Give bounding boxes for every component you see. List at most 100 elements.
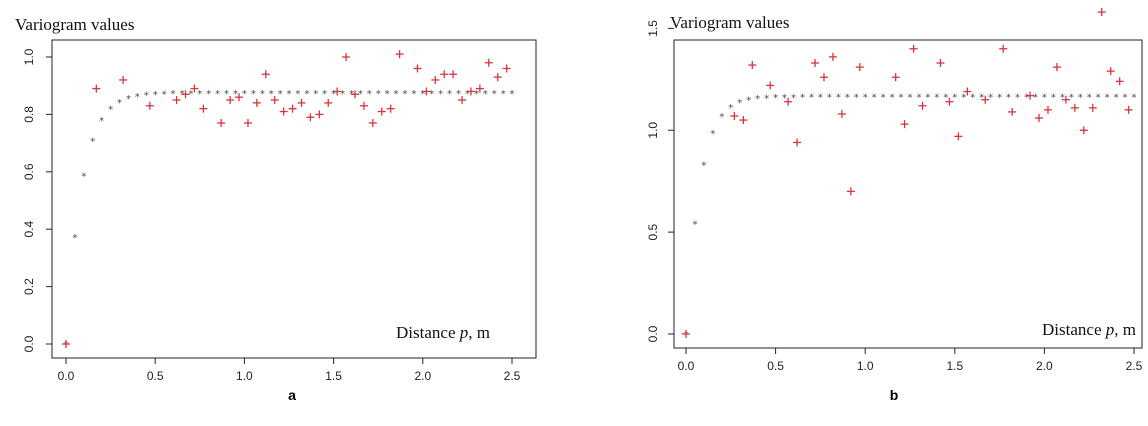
x-tick-label-a: 2.0 [414, 369, 431, 383]
x-tick-label-b: 1.0 [857, 359, 874, 373]
empirical-point-b [1026, 91, 1035, 100]
x-axis-label-a: Distance p, m [396, 323, 490, 342]
empirical-point-a [449, 70, 458, 79]
empirical-point-b [819, 73, 828, 82]
x-tick-label-b: 0.0 [678, 359, 695, 373]
model-point-a: * [322, 89, 327, 100]
model-point-a: * [162, 89, 167, 100]
empirical-point-a [359, 101, 368, 110]
model-point-a: * [224, 89, 229, 100]
model-point-a: * [385, 89, 390, 100]
model-point-a: * [233, 89, 238, 100]
empirical-point-b [1061, 95, 1070, 104]
empirical-point-b [1008, 107, 1017, 116]
model-point-a: * [483, 89, 488, 100]
model-point-b: * [836, 93, 841, 104]
model-point-b: * [1114, 93, 1119, 104]
y-tick-label-a: 0.6 [22, 163, 36, 180]
x-tick-label-a: 1.0 [236, 369, 253, 383]
empirical-point-a [279, 107, 288, 116]
empirical-point-a [431, 75, 440, 84]
model-point-b: * [809, 93, 814, 104]
empirical-point-b [1035, 114, 1044, 123]
model-point-b: * [1060, 93, 1065, 104]
model-point-b: * [1105, 93, 1110, 104]
y-tick-label-a: 1.0 [22, 48, 36, 65]
empirical-point-a [333, 87, 342, 96]
empirical-points-b [682, 8, 1133, 338]
model-point-a: * [474, 89, 479, 100]
x-tick-label-b: 0.5 [767, 359, 784, 373]
model-point-b: * [890, 93, 895, 104]
y-tick-label-b: 1.5 [646, 20, 660, 37]
empirical-points-a [62, 50, 511, 348]
empirical-point-a [145, 101, 154, 110]
model-point-b: * [728, 103, 733, 114]
model-points-a: * * * * * * * * * * * * * * * * * * * * * * * * * * * * * * * * * * * * * * * *… [64, 89, 515, 351]
empirical-point-a [181, 90, 190, 99]
model-point-b: * [881, 93, 886, 104]
empirical-point-b [1106, 67, 1115, 76]
empirical-point-a [270, 96, 279, 105]
x-axis-label-suffix-b: , m [1114, 320, 1136, 339]
model-point-b: * [755, 94, 760, 105]
model-point-a: * [153, 90, 158, 101]
empirical-point-b [999, 44, 1008, 53]
model-point-a: * [492, 89, 497, 100]
empirical-point-b [811, 59, 820, 68]
empirical-point-b [846, 187, 855, 196]
empirical-point-a [368, 119, 377, 128]
empirical-point-a [243, 119, 252, 128]
empirical-point-a [475, 84, 484, 93]
model-point-b: * [1024, 93, 1029, 104]
model-point-b: * [710, 129, 715, 140]
model-point-a: * [429, 89, 434, 100]
empirical-point-b [828, 52, 837, 61]
empirical-point-a [413, 64, 422, 73]
empirical-point-b [1115, 77, 1124, 86]
model-point-b: * [845, 93, 850, 104]
x-axis-b: 0.0 0.5 1.0 1.5 2.0 2.5 [678, 348, 1143, 373]
model-point-a: * [278, 89, 283, 100]
model-point-a: * [340, 89, 345, 100]
empirical-point-b [954, 132, 963, 141]
empirical-point-b [855, 63, 864, 72]
empirical-point-a [315, 110, 324, 119]
model-point-a: * [215, 89, 220, 100]
empirical-point-a [261, 70, 270, 79]
model-point-a: * [367, 89, 372, 100]
model-point-b: * [952, 93, 957, 104]
model-points-b: * * * * * * * * * * * * * * * * * * * * * * * * * * * * * * * * * * * * * * * *… [684, 93, 1137, 341]
model-point-a: * [295, 89, 300, 100]
model-point-a: * [72, 233, 77, 244]
empirical-point-a [92, 84, 101, 93]
empirical-point-b [1097, 8, 1106, 17]
empirical-point-b [891, 73, 900, 82]
x-tick-label-a: 0.0 [58, 369, 75, 383]
model-point-a: * [447, 89, 452, 100]
model-point-a: * [135, 92, 140, 103]
model-point-b: * [773, 93, 778, 104]
model-point-a: * [304, 89, 309, 100]
model-point-b: * [925, 93, 930, 104]
model-point-a: * [206, 89, 211, 100]
model-point-b: * [1051, 93, 1056, 104]
empirical-point-a [226, 96, 235, 105]
empirical-point-a [351, 90, 360, 99]
empirical-point-b [1043, 105, 1052, 114]
model-point-b: * [1006, 93, 1011, 104]
model-point-b: * [1069, 93, 1074, 104]
model-point-b: * [1042, 93, 1047, 104]
model-point-b: * [764, 93, 769, 104]
model-point-a: * [358, 89, 363, 100]
y-tick-label-a: 0.8 [22, 106, 36, 123]
model-point-b: * [899, 93, 904, 104]
model-point-b: * [979, 93, 984, 104]
y-tick-label-a: 0.2 [22, 278, 36, 295]
empirical-point-a [493, 73, 502, 82]
empirical-point-b [1124, 105, 1133, 114]
plot-frame-b [673, 39, 1143, 349]
plot-box-b [673, 39, 1143, 349]
model-point-a: * [126, 94, 131, 105]
